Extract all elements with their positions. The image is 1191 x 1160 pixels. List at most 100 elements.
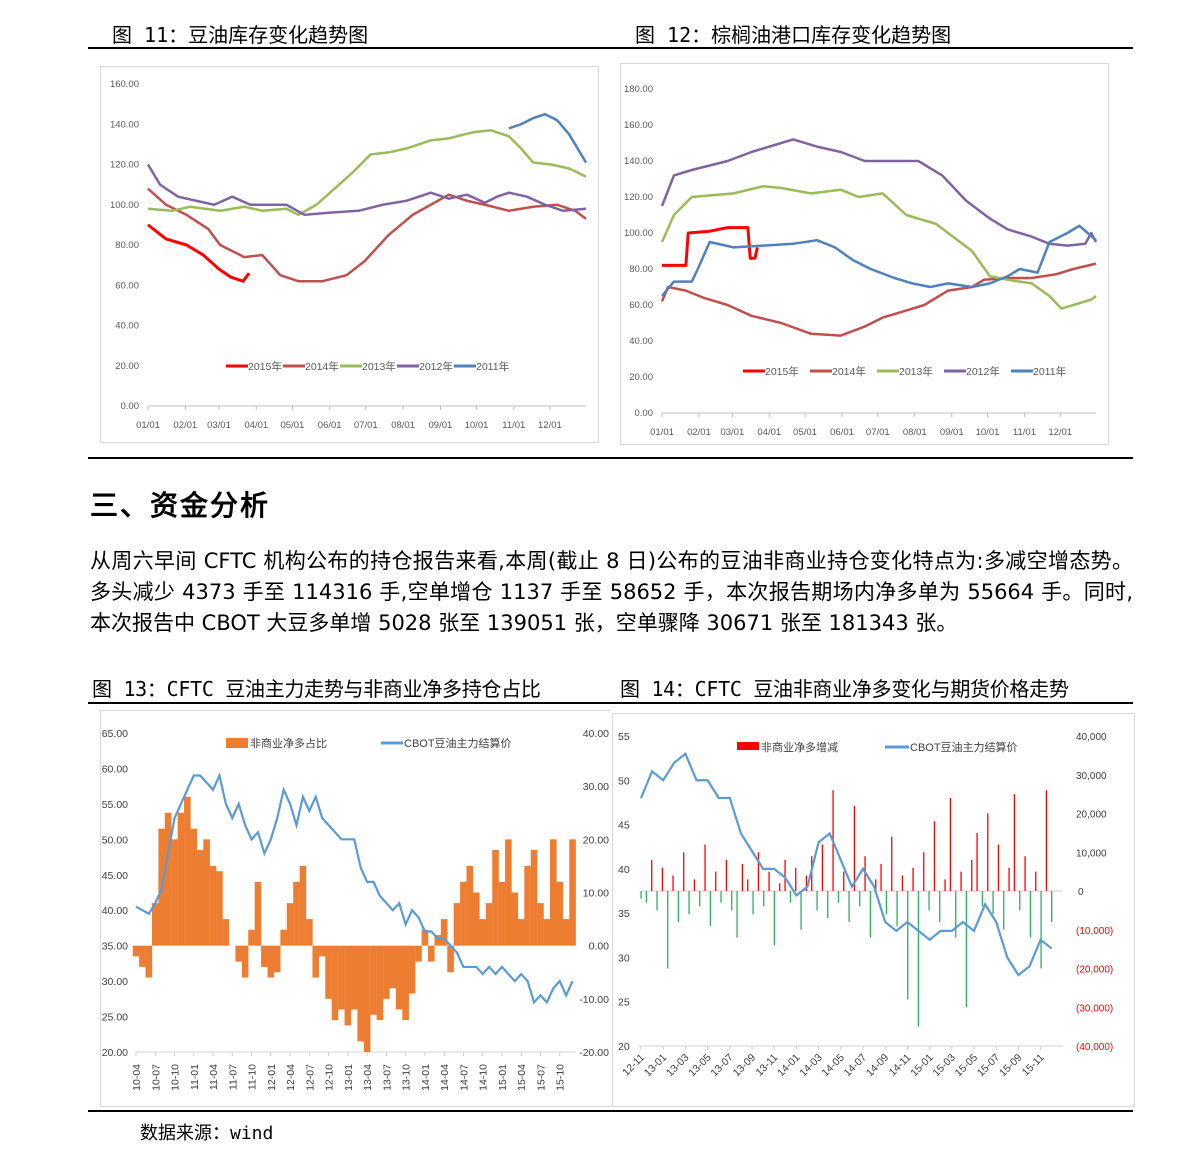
left-y-tick-label: 25.00	[102, 1012, 128, 1024]
net-long-change-bar	[949, 798, 952, 891]
y-tick-label: 20.00	[629, 372, 653, 383]
net-long-ratio-bar	[164, 812, 172, 946]
legend-label: 2011年	[476, 360, 509, 373]
y-tick-label: 140.00	[110, 119, 139, 130]
net-long-ratio-bar	[306, 919, 313, 946]
net-long-change-bar	[757, 852, 760, 891]
x-tick-label: 14-07	[842, 1052, 870, 1080]
cbot-price-line	[135, 772, 574, 1005]
net-long-ratio-bar	[261, 945, 268, 967]
net-long-ratio-bar	[389, 945, 397, 989]
net-long-ratio-bar	[569, 839, 576, 946]
net-long-change-bar	[960, 871, 962, 891]
net-long-ratio-bar	[524, 865, 531, 946]
x-tick-label: 10-07	[150, 1064, 162, 1091]
net-long-change-bar	[821, 844, 824, 891]
net-long-ratio-bar	[402, 945, 409, 1021]
left-y-tick-label: 60.00	[102, 763, 128, 775]
figure-14-title: 图 14：CFTC 豆油非商业净多变化与期货价格走势	[620, 677, 1069, 701]
net-long-change-bar	[928, 891, 930, 911]
soybean-oil-inventory-chart: 0.00 20.00 40.00 60.00 80.00 100.00 120.00 140.…	[100, 66, 599, 443]
net-long-change-bar	[752, 891, 754, 915]
right-y-tick-label: 30.00	[583, 781, 609, 793]
net-long-change-bar	[885, 891, 888, 915]
net-long-change-bar	[704, 844, 706, 891]
x-tick-label: 13-04	[362, 1064, 374, 1091]
y-tick-label: 100.00	[624, 228, 653, 239]
net-long-ratio-bar	[537, 903, 544, 946]
net-long-change-bar	[800, 891, 802, 930]
right-y-tick-label: 0	[1078, 887, 1084, 898]
x-tick-label: 14-04	[439, 1064, 451, 1091]
net-long-change-bar	[981, 891, 984, 907]
y-tick-label: 180.00	[624, 84, 653, 95]
x-tick-label: 15-11	[1020, 1052, 1047, 1079]
x-tick-label: 01/01	[136, 420, 160, 431]
net-long-change-bar	[747, 879, 749, 891]
net-long-ratio-bar	[235, 945, 243, 962]
y-tick-label: 140.00	[624, 156, 653, 167]
net-long-change-bar	[640, 891, 642, 899]
net-long-ratio-bar	[383, 945, 390, 999]
net-long-change-bar	[731, 891, 733, 911]
net-long-change-bar	[880, 863, 882, 891]
net-long-ratio-bar	[171, 839, 178, 946]
net-long-ratio-bar	[472, 892, 480, 946]
series-line-2011	[661, 224, 1097, 297]
net-long-ratio-bar	[312, 945, 320, 978]
left-y-tick-label: 45	[618, 820, 630, 832]
x-tick-label: 01/01	[650, 427, 674, 438]
net-long-change-bar	[891, 836, 893, 891]
x-tick-label: 13-10	[401, 1064, 413, 1091]
net-long-ratio-bar	[370, 945, 377, 1015]
figure-11-title: 图 11：豆油库存变化趋势图	[112, 23, 369, 47]
net-long-ratio-bar	[363, 945, 371, 1052]
net-long-ratio-bar	[479, 919, 486, 946]
net-long-change-bar	[875, 879, 877, 891]
legend-label: 2012年	[419, 360, 453, 373]
divider	[88, 702, 1133, 704]
net-long-ratio-bar	[350, 945, 358, 1010]
net-long-ratio-bar	[241, 945, 249, 978]
x-tick-label: 10/01	[976, 427, 1000, 438]
x-tick-label: 09/01	[940, 427, 964, 438]
net-long-change-bar	[645, 891, 648, 903]
net-long-change-bar	[661, 867, 664, 891]
net-long-change-bar	[683, 852, 685, 891]
series-line-2015	[147, 223, 251, 283]
legend-label: 2012年	[966, 365, 1000, 378]
y-tick-label: 160.00	[624, 120, 653, 131]
net-long-change-bar	[843, 871, 845, 891]
net-long-change-bar	[917, 891, 920, 1027]
net-long-change-bar	[1013, 794, 1016, 891]
left-y-tick-label: 25	[618, 997, 630, 1009]
net-long-ratio-bar	[492, 849, 499, 946]
net-long-change-bar	[763, 891, 765, 907]
net-long-change-bar	[720, 891, 722, 903]
left-y-tick-label: 40.00	[102, 905, 128, 917]
x-tick-label: 14-07	[458, 1064, 470, 1091]
net-long-change-bar	[779, 883, 781, 891]
right-y-tick-label: 10.00	[583, 888, 609, 900]
net-long-ratio-bar	[293, 881, 300, 946]
net-long-change-bar	[1003, 891, 1005, 930]
x-tick-label: 10-10	[170, 1064, 182, 1091]
x-tick-label: 15-10	[555, 1064, 567, 1091]
net-long-ratio-bar	[415, 945, 422, 962]
x-tick-label: 15-07	[975, 1052, 1003, 1080]
y-tick-label: 100.00	[110, 200, 139, 211]
net-long-change-bar	[725, 860, 728, 891]
net-long-ratio-bar	[338, 945, 345, 1010]
x-tick-label: 05/01	[793, 427, 817, 438]
net-long-change-bar	[768, 871, 770, 891]
net-long-ratio-bar	[286, 903, 294, 946]
net-long-change-bar	[827, 891, 829, 919]
left-y-tick-label: 20	[618, 1041, 630, 1053]
net-long-ratio-bar	[408, 945, 416, 994]
y-tick-label: 80.00	[115, 240, 139, 251]
right-y-tick-label: 10,000	[1076, 848, 1107, 859]
net-long-change-bar	[901, 875, 904, 891]
net-long-change-bar	[976, 832, 978, 891]
series-line-2013	[147, 129, 587, 217]
